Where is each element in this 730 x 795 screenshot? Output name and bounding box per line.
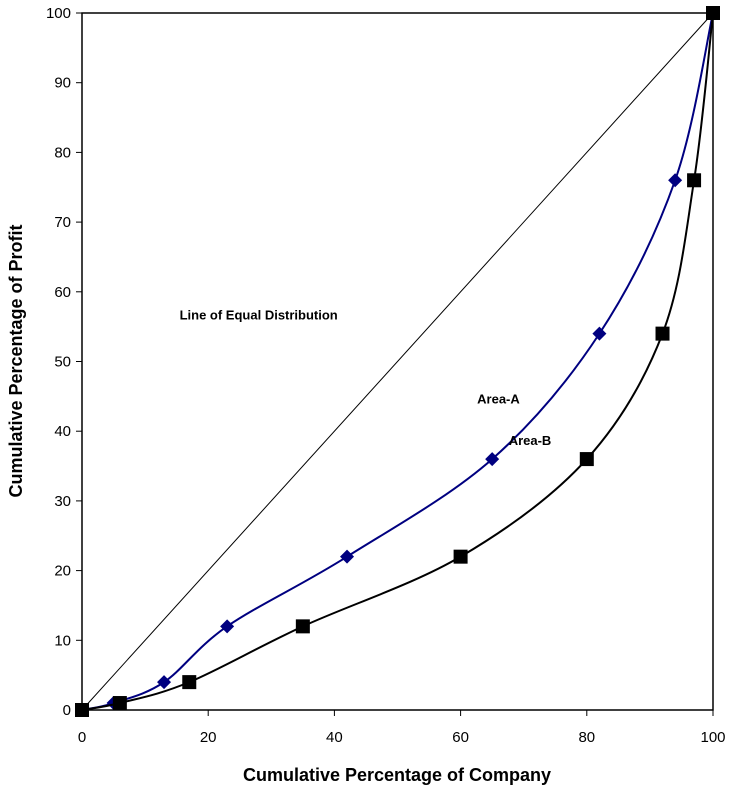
diamond-marker — [668, 173, 683, 188]
annotation-label: Area-B — [509, 433, 552, 448]
y-axis-title: Cumulative Percentage of Profit — [6, 224, 26, 497]
square-marker — [655, 326, 670, 341]
y-tick-label: 50 — [54, 354, 71, 371]
y-tick-label: 100 — [46, 5, 71, 22]
y-axis-ticks: 0 10 20 30 40 50 60 70 80 90 100 — [46, 5, 82, 719]
y-tick-label: 70 — [54, 214, 71, 231]
series-layer — [75, 6, 720, 717]
diamond-marker — [592, 326, 607, 341]
annotation-label: Line of Equal Distribution — [180, 308, 338, 323]
x-axis-title: Cumulative Percentage of Company — [243, 765, 551, 785]
x-tick-label: 20 — [200, 729, 217, 746]
x-axis-ticks: 0 20 40 60 80 100 — [78, 710, 726, 746]
y-tick-label: 10 — [54, 632, 71, 649]
x-tick-label: 0 — [78, 729, 86, 746]
square-marker — [687, 173, 702, 188]
square-marker — [182, 675, 197, 690]
square-marker — [579, 452, 594, 467]
x-tick-label: 40 — [326, 729, 343, 746]
annotation-label: Area-A — [477, 391, 520, 406]
diamond-marker — [157, 675, 172, 690]
y-tick-label: 20 — [54, 563, 71, 580]
square-marker — [453, 549, 468, 564]
square-marker — [112, 696, 127, 711]
y-tick-label: 30 — [54, 493, 71, 510]
y-tick-label: 90 — [54, 75, 71, 92]
y-tick-label: 40 — [54, 423, 71, 440]
series-line-1 — [81, 12, 714, 711]
x-tick-label: 80 — [578, 729, 595, 746]
x-tick-label: 60 — [452, 729, 469, 746]
equal-distribution-line — [81, 12, 714, 711]
diamond-marker — [485, 452, 500, 467]
y-tick-label: 80 — [54, 144, 71, 161]
diamond-marker — [220, 619, 235, 634]
x-tick-label: 100 — [700, 729, 725, 746]
diamond-marker — [340, 549, 355, 564]
series-line-0 — [81, 12, 714, 711]
y-tick-label: 0 — [63, 702, 71, 719]
y-tick-label: 60 — [54, 284, 71, 301]
annotation-layer: Line of Equal Distribution Area-A Area-B — [180, 308, 552, 448]
square-marker — [295, 619, 310, 634]
